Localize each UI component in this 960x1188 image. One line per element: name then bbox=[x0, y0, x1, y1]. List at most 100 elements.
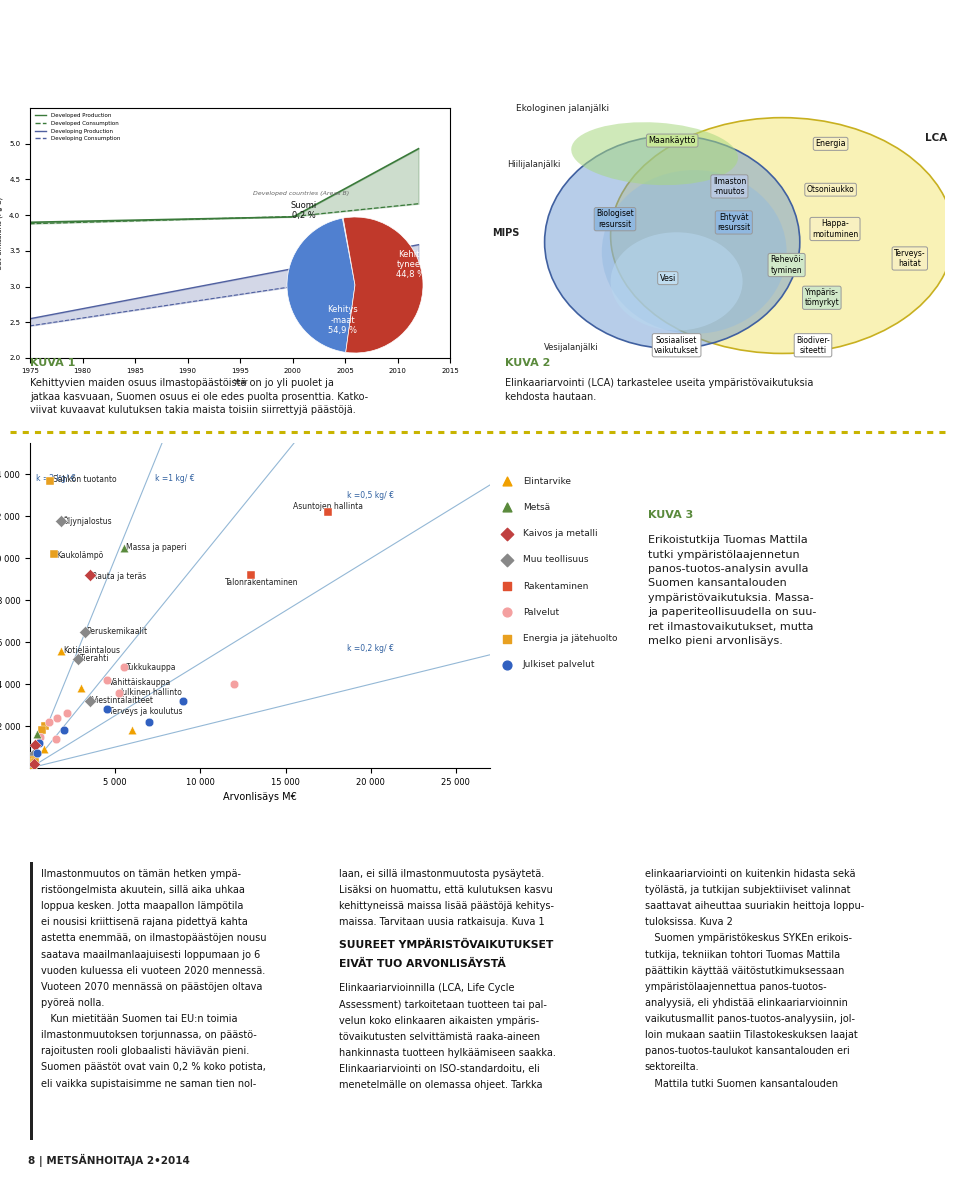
Point bbox=[499, 550, 515, 569]
Point bbox=[499, 656, 515, 675]
Text: Suomi
0,2 %: Suomi 0,2 % bbox=[291, 201, 317, 220]
Ellipse shape bbox=[544, 135, 800, 348]
Text: KUVA 1: KUVA 1 bbox=[30, 358, 76, 368]
Point bbox=[28, 752, 43, 771]
Text: Asuntojen hallinta: Asuntojen hallinta bbox=[293, 503, 363, 512]
Text: Öljynjalostus: Öljynjalostus bbox=[63, 516, 112, 525]
Text: analyysiä, eli yhdistää elinkaariarvioinnin: analyysiä, eli yhdistää elinkaariarvioin… bbox=[645, 998, 848, 1007]
Wedge shape bbox=[343, 219, 355, 285]
Point bbox=[499, 602, 515, 621]
Text: KUVA 2: KUVA 2 bbox=[505, 358, 550, 368]
Point bbox=[82, 691, 97, 710]
Point bbox=[24, 750, 39, 769]
Text: Rauta ja teräs: Rauta ja teräs bbox=[92, 573, 146, 581]
Text: tövaikutusten selvittämistä raaka-aineen: tövaikutusten selvittämistä raaka-aineen bbox=[339, 1032, 540, 1042]
Text: Julkiset palvelut: Julkiset palvelut bbox=[522, 661, 595, 669]
Text: saatava maailmanlaajuisesti loppumaan jo 6: saatava maailmanlaajuisesti loppumaan jo… bbox=[41, 949, 260, 960]
Text: loppua kesken. Jotta maapallon lämpötila: loppua kesken. Jotta maapallon lämpötila bbox=[41, 902, 244, 911]
Point bbox=[50, 708, 65, 727]
Point bbox=[53, 511, 68, 530]
Point bbox=[116, 658, 132, 677]
Text: Elinkaariarviointi on ISO-standardoitu, eli: Elinkaariarviointi on ISO-standardoitu, … bbox=[339, 1064, 540, 1074]
Text: Lisäksi on huomattu, että kulutuksen kasvu: Lisäksi on huomattu, että kulutuksen kas… bbox=[339, 885, 553, 895]
Text: työlästä, ja tutkijan subjektiiviset valinnat: työlästä, ja tutkijan subjektiiviset val… bbox=[645, 885, 851, 895]
Text: saattavat aiheuttaa suuriakin heittoja loppu-: saattavat aiheuttaa suuriakin heittoja l… bbox=[645, 902, 864, 911]
Point bbox=[77, 623, 92, 642]
Text: Kun mietitään Suomen tai EU:n toimia: Kun mietitään Suomen tai EU:n toimia bbox=[41, 1015, 238, 1024]
Point bbox=[29, 744, 44, 763]
Point bbox=[321, 503, 336, 522]
Point bbox=[57, 721, 72, 740]
Text: ei nousisi kriittisenä rajana pidettyä kahta: ei nousisi kriittisenä rajana pidettyä k… bbox=[41, 917, 248, 928]
Text: tutkija, tekniikan tohtori Tuomas Mattila: tutkija, tekniikan tohtori Tuomas Mattil… bbox=[645, 949, 840, 960]
Legend: Developed Production, Developed Consumption, Developing Production, Developing C: Developed Production, Developed Consumpt… bbox=[33, 110, 122, 144]
Point bbox=[99, 670, 114, 689]
Text: elinkaariarviointi on kuitenkin hidasta sekä: elinkaariarviointi on kuitenkin hidasta … bbox=[645, 868, 855, 879]
Text: Ilmastonmuutos on tämän hetken ympä-: Ilmastonmuutos on tämän hetken ympä- bbox=[41, 868, 241, 879]
Point bbox=[41, 713, 57, 732]
Text: pyöreä nolla.: pyöreä nolla. bbox=[41, 998, 105, 1007]
Ellipse shape bbox=[611, 118, 954, 354]
Text: hankinnasta tuotteen hylkäämiseen saakka.: hankinnasta tuotteen hylkäämiseen saakka… bbox=[339, 1048, 556, 1059]
Text: Talonrakentaminen: Talonrakentaminen bbox=[225, 577, 299, 587]
Ellipse shape bbox=[571, 122, 738, 185]
Text: vaikutusmallit panos-tuotos-analyysiin, jol-: vaikutusmallit panos-tuotos-analyysiin, … bbox=[645, 1015, 854, 1024]
Text: Erikoistutkija Tuomas Mattila
tutki ympäristölaajennetun
panos-tuotos-analysin a: Erikoistutkija Tuomas Mattila tutki ympä… bbox=[648, 536, 816, 646]
Point bbox=[27, 754, 42, 773]
Point bbox=[70, 650, 85, 669]
Text: Suomen päästöt ovat vain 0,2 % koko potista,: Suomen päästöt ovat vain 0,2 % koko poti… bbox=[41, 1062, 266, 1073]
Point bbox=[37, 716, 53, 735]
Text: tuloksissa. Kuva 2: tuloksissa. Kuva 2 bbox=[645, 917, 732, 928]
Text: Kaukolämpö: Kaukolämpö bbox=[56, 551, 104, 561]
Text: k =0,5 kg/ €: k =0,5 kg/ € bbox=[348, 491, 395, 500]
Text: eli vaikka supistaisimme ne saman tien nol-: eli vaikka supistaisimme ne saman tien n… bbox=[41, 1079, 256, 1088]
Text: Ehtyvät
resurssit: Ehtyvät resurssit bbox=[717, 213, 751, 232]
Point bbox=[125, 721, 140, 740]
Ellipse shape bbox=[602, 170, 786, 334]
Text: Kehit-
tyneet
44,8 %: Kehit- tyneet 44,8 % bbox=[396, 249, 425, 279]
Text: maissa. Tarvitaan uusia ratkaisuja. Kuva 1: maissa. Tarvitaan uusia ratkaisuja. Kuva… bbox=[339, 917, 544, 928]
Text: rajoitusten rooli globaalisti häviävän pieni.: rajoitusten rooli globaalisti häviävän p… bbox=[41, 1047, 250, 1056]
Text: Terveys-
haitat: Terveys- haitat bbox=[894, 248, 925, 268]
Text: Vesijalanjälki: Vesijalanjälki bbox=[543, 343, 598, 352]
Wedge shape bbox=[343, 217, 423, 353]
Text: Kotieläintalous: Kotieläintalous bbox=[63, 646, 120, 655]
Text: Maankäyttö: Maankäyttö bbox=[648, 137, 696, 145]
Point bbox=[46, 544, 61, 563]
Text: Elinkaariarvointi (LCA) tarkastelee useita ympäristövaikutuksia
kehdosta hautaan: Elinkaariarvointi (LCA) tarkastelee usei… bbox=[505, 379, 813, 402]
Point bbox=[73, 678, 88, 697]
Text: Rakentaminen: Rakentaminen bbox=[522, 582, 588, 590]
Text: Vuoteen 2070 mennässä on päästöjen oltava: Vuoteen 2070 mennässä on päästöjen oltav… bbox=[41, 981, 263, 992]
Point bbox=[29, 725, 44, 744]
Point bbox=[499, 472, 515, 491]
Point bbox=[48, 729, 63, 748]
Text: astetta enemmää, on ilmastopäästöjen nousu: astetta enemmää, on ilmastopäästöjen nou… bbox=[41, 934, 267, 943]
Point bbox=[111, 683, 127, 702]
Text: k =2 kg/ €: k =2 kg/ € bbox=[36, 474, 76, 482]
Text: Kehittyvien maiden osuus ilmastopäästöistä on jo yli puolet ja
jatkaa kasvuaan, : Kehittyvien maiden osuus ilmastopäästöis… bbox=[30, 379, 368, 415]
Text: ilmastonmuutoksen torjunnassa, on päästö-: ilmastonmuutoksen torjunnassa, on päästö… bbox=[41, 1030, 257, 1041]
Text: Viestintälaitteet: Viestintälaitteet bbox=[92, 696, 154, 706]
Text: panos-tuotos-taulukot kansantalouden eri: panos-tuotos-taulukot kansantalouden eri bbox=[645, 1047, 850, 1056]
Text: velun koko elinkaaren aikaisten ympäris-: velun koko elinkaaren aikaisten ympäris- bbox=[339, 1016, 539, 1025]
Text: Ekologinen jalanjälki: Ekologinen jalanjälki bbox=[516, 105, 609, 113]
Text: päättikin käyttää väitöstutkimuksessaan: päättikin käyttää väitöstutkimuksessaan bbox=[645, 966, 844, 975]
Text: LCA: LCA bbox=[925, 133, 948, 143]
Text: KUVA 3: KUVA 3 bbox=[648, 510, 693, 520]
Text: Terveys ja koulutus: Terveys ja koulutus bbox=[108, 707, 182, 716]
Point bbox=[227, 675, 242, 694]
Text: Kaivos ja metalli: Kaivos ja metalli bbox=[522, 529, 597, 538]
Text: kehittyneissä maissa lisää päästöjä kehitys-: kehittyneissä maissa lisää päästöjä kehi… bbox=[339, 902, 554, 911]
Point bbox=[28, 735, 43, 754]
Text: Sähkön tuotanto: Sähkön tuotanto bbox=[53, 475, 116, 485]
Text: Elinkaariarvioinnilla (LCA, Life Cycle: Elinkaariarvioinnilla (LCA, Life Cycle bbox=[339, 984, 515, 993]
Point bbox=[43, 472, 59, 491]
Text: k =1 kg/ €: k =1 kg/ € bbox=[155, 474, 195, 482]
Text: Vesi: Vesi bbox=[660, 273, 676, 283]
Point bbox=[26, 746, 41, 765]
Text: vuoden kuluessa eli vuoteen 2020 mennessä.: vuoden kuluessa eli vuoteen 2020 menness… bbox=[41, 966, 266, 975]
Point bbox=[33, 727, 48, 746]
Text: Tierahti: Tierahti bbox=[80, 655, 109, 663]
Wedge shape bbox=[287, 219, 355, 353]
Text: Hiilijalanjälki: Hiilijalanjälki bbox=[507, 159, 561, 169]
